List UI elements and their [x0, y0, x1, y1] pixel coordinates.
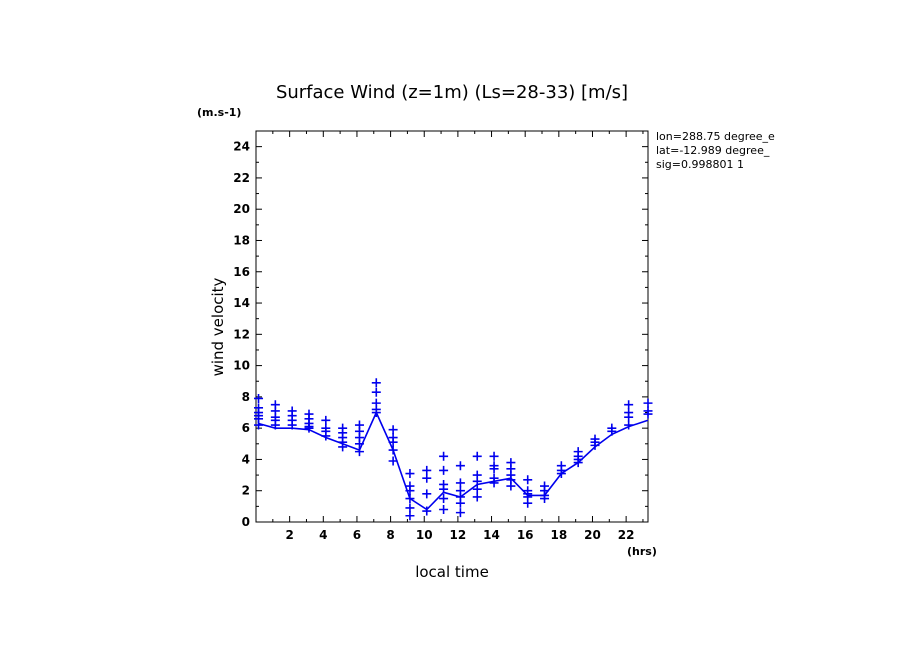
data-point-plus: [540, 494, 550, 504]
data-point-plus: [624, 400, 634, 410]
data-point-plus: [506, 481, 516, 491]
data-point-plus: [523, 498, 533, 508]
data-point-plus: [287, 420, 297, 430]
info-line-lon: lon=288.75 degree_e: [656, 130, 775, 143]
y-tick-label: 22: [233, 171, 250, 185]
x-tick-label: 6: [353, 528, 361, 542]
data-point-plus: [405, 486, 415, 496]
data-point-plus: [472, 451, 482, 461]
data-point-plus: [354, 447, 364, 457]
mean-wind-line: [258, 410, 649, 511]
data-point-plus: [388, 445, 398, 455]
data-point-plus: [354, 439, 364, 449]
y-tick-label: 2: [242, 484, 250, 498]
data-point-plus: [489, 478, 499, 488]
data-point-plus: [439, 451, 449, 461]
data-point-plus: [405, 503, 415, 513]
data-point-plus: [405, 511, 415, 521]
y-unit-label: (m.s-1): [197, 106, 241, 119]
data-point-plus: [455, 478, 465, 488]
data-point-plus: [405, 494, 415, 504]
x-tick-label: 12: [450, 528, 467, 542]
data-point-plus: [624, 420, 634, 430]
y-tick-label: 20: [233, 202, 250, 216]
y-tick-label: 10: [233, 359, 250, 373]
y-axis-label: wind velocity: [209, 277, 227, 376]
x-tick-label: 20: [584, 528, 601, 542]
data-point-plus: [439, 504, 449, 514]
data-point-plus: [338, 442, 348, 452]
y-tick-label: 4: [242, 452, 250, 466]
data-point-plus: [590, 440, 600, 450]
data-point-plus: [573, 458, 583, 468]
data-point-plus: [472, 476, 482, 486]
data-point-plus: [321, 415, 331, 425]
y-tick-label: 18: [233, 233, 250, 247]
data-point-plus: [388, 456, 398, 466]
data-point-plus: [371, 408, 381, 418]
data-point-plus: [624, 412, 634, 422]
x-unit-label: (hrs): [627, 545, 657, 558]
data-point-plus: [439, 494, 449, 504]
data-point-plus: [472, 484, 482, 494]
x-axis-label: local time: [415, 563, 489, 581]
data-point-plus: [388, 437, 398, 447]
data-point-plus: [455, 508, 465, 518]
data-point-plus: [388, 425, 398, 435]
info-line-lat: lat=-12.989 degree_: [656, 144, 770, 157]
x-tick-label: 2: [285, 528, 293, 542]
data-point-plus: [455, 461, 465, 471]
data-point-plus: [254, 393, 264, 403]
y-tick-label: 24: [233, 140, 250, 154]
y-tick-label: 14: [233, 296, 250, 310]
data-point-plus: [643, 398, 653, 408]
data-point-plus: [304, 423, 314, 433]
data-point-plus: [523, 475, 533, 485]
x-tick-label: 8: [386, 528, 394, 542]
data-point-plus: [270, 420, 280, 430]
x-tick-label: 22: [618, 528, 635, 542]
data-point-plus: [556, 469, 566, 479]
info-line-sig: sig=0.998801 1: [656, 158, 744, 171]
data-point-plus: [405, 469, 415, 479]
x-tick-label: 16: [517, 528, 534, 542]
data-point-plus: [422, 506, 432, 516]
x-tick-label: 10: [416, 528, 433, 542]
data-point-plus: [422, 465, 432, 475]
data-point-plus: [439, 465, 449, 475]
data-point-plus: [254, 420, 264, 430]
data-point-plus: [455, 498, 465, 508]
data-point-plus: [489, 464, 499, 474]
plot-frame: [255, 130, 649, 523]
y-tick-label: 12: [233, 327, 250, 341]
y-tick-label: 8: [242, 390, 250, 404]
data-point-plus: [439, 484, 449, 494]
data-point-plus: [489, 451, 499, 461]
y-tick-label: 6: [242, 421, 250, 435]
y-tick-label: 0: [242, 515, 250, 529]
data-point-plus: [422, 473, 432, 483]
x-tick-label: 4: [319, 528, 327, 542]
data-point-plus: [321, 431, 331, 441]
x-tick-label: 18: [550, 528, 567, 542]
x-tick-label: 14: [483, 528, 500, 542]
chart-title: Surface Wind (z=1m) (Ls=28-33) [m/s]: [276, 82, 628, 103]
data-point-plus: [422, 489, 432, 499]
data-point-plus: [371, 378, 381, 388]
y-tick-label: 16: [233, 265, 250, 279]
data-point-plus: [472, 492, 482, 502]
data-point-plus: [371, 387, 381, 397]
data-point-plus: [607, 426, 617, 436]
data-point-plus: [643, 409, 653, 419]
